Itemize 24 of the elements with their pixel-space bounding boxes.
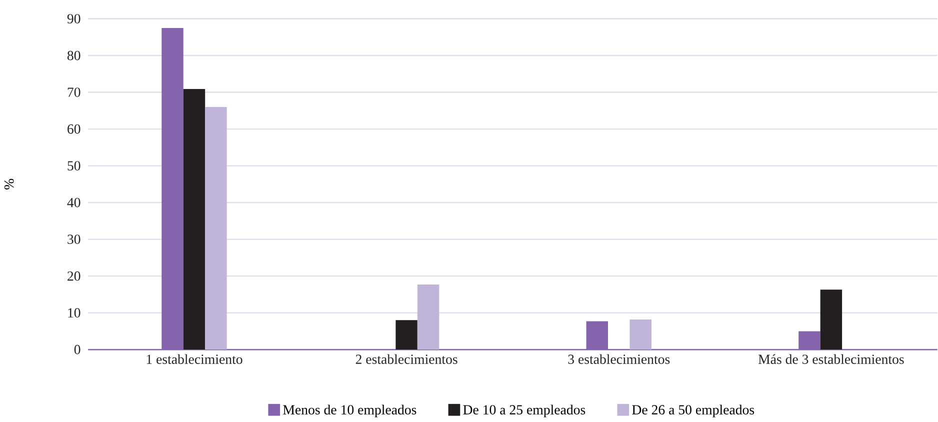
x-tick-label: Más de 3 establecimientos	[758, 354, 904, 364]
bar	[630, 320, 652, 350]
y-tick-label: 40	[67, 198, 80, 208]
y-tick-label: 20	[68, 272, 80, 281]
x-tick-label: 1 establecimiento	[146, 354, 242, 364]
y-tick-label: 30	[68, 234, 80, 244]
x-tick-label: 2 establecimientos	[356, 354, 458, 364]
bar	[417, 284, 440, 350]
y-tick-label: 10	[68, 308, 80, 318]
y-tick-label: 0	[74, 345, 80, 354]
y-tick-label: 50	[68, 161, 80, 171]
legend-label: Menos de 10 empleados	[283, 404, 416, 418]
y-tick-label: 60	[68, 124, 80, 134]
legend-label: De 10 a 25 empleados	[463, 404, 586, 418]
y-tick-label: 70	[68, 88, 80, 98]
x-tick-label: 3 establecimientos	[568, 354, 670, 364]
bar	[183, 89, 206, 350]
bar	[396, 320, 418, 350]
bar	[820, 290, 842, 350]
y-tick-label: 90	[67, 14, 80, 24]
y-axis-title: %	[4, 179, 14, 190]
y-tick-label: 80	[67, 51, 80, 60]
bar	[205, 107, 227, 350]
legend-label: De 26 a 50 empleados	[632, 404, 754, 418]
